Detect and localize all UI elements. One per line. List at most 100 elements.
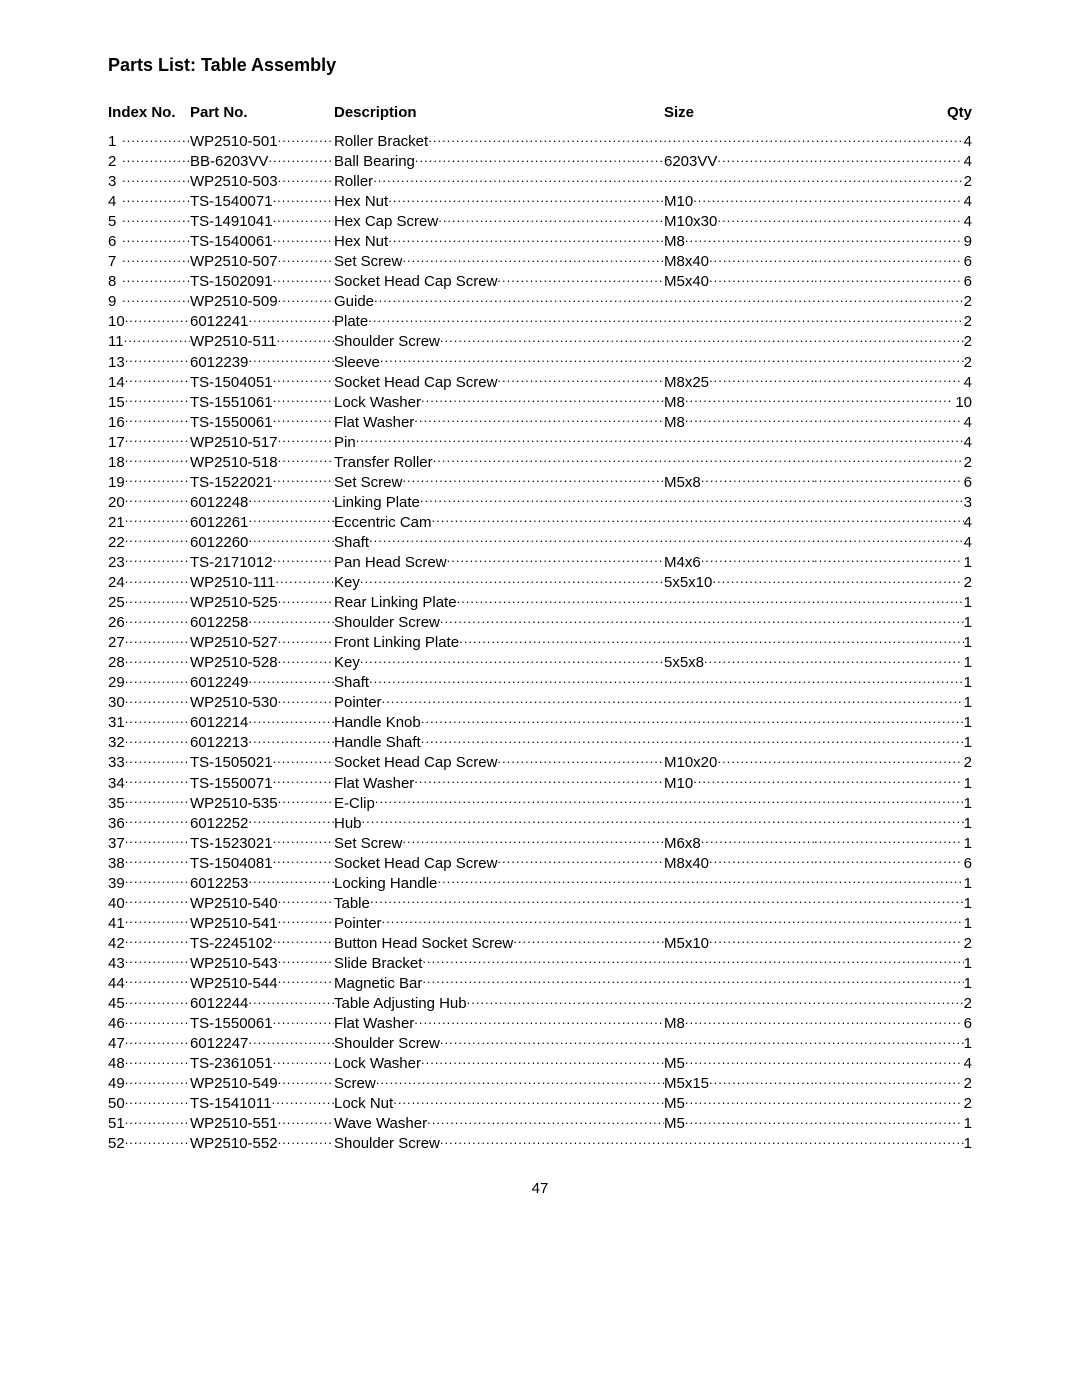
cell-size: M8 [664, 231, 814, 251]
table-row: 2BB-6203VVBall Bearing6203VV4 [108, 151, 972, 171]
cell-index: 38 [108, 853, 190, 873]
cell-part: TS-1540071 [190, 191, 334, 211]
cell-qty: 6 [814, 1013, 972, 1033]
cell-qty: 1 [964, 1034, 972, 1053]
cell-part: WP2510-541 [190, 913, 334, 933]
cell-qty: 4 [814, 211, 972, 231]
cell-size: 6203VV [664, 151, 814, 171]
cell-part: TS-1540061 [190, 231, 334, 251]
table-row: 25WP2510-525Rear Linking Plate1 [108, 592, 972, 612]
cell-qty: 2 [964, 332, 972, 351]
table-row: 1WP2510-501Roller Bracket4 [108, 131, 972, 151]
cell-part: WP2510-511 [190, 331, 334, 351]
cell-description: Handle Shaft [334, 732, 964, 752]
cell-qty: 1 [964, 713, 972, 732]
table-row: 24WP2510-111Key5x5x102 [108, 572, 972, 592]
cell-qty: 4 [814, 412, 972, 432]
cell-part: WP2510-111 [190, 572, 334, 592]
parts-table: 1WP2510-501Roller Bracket42BB-6203VVBall… [108, 131, 972, 1153]
cell-description: Set Screw [334, 472, 664, 492]
cell-description: Wave Washer [334, 1113, 664, 1133]
cell-part: 6012249 [190, 672, 334, 692]
cell-index: 21 [108, 512, 190, 532]
cell-size: M8 [664, 412, 814, 432]
cell-part: 6012261 [190, 512, 334, 532]
cell-index: 45 [108, 993, 190, 1013]
cell-description: Table [334, 893, 964, 913]
cell-index: 10 [108, 311, 190, 331]
cell-index: 48 [108, 1053, 190, 1073]
cell-index: 15 [108, 392, 190, 412]
cell-description: Linking Plate [334, 492, 964, 512]
cell-part: TS-1504051 [190, 372, 334, 392]
cell-size: M5 [664, 1093, 814, 1113]
cell-part: TS-1550061 [190, 1013, 334, 1033]
cell-description: Socket Head Cap Screw [334, 853, 664, 873]
cell-description: Socket Head Cap Screw [334, 372, 664, 392]
cell-description: Shoulder Screw [334, 1133, 964, 1153]
cell-size: M5 [664, 1113, 814, 1133]
cell-description: Lock Washer [334, 1053, 664, 1073]
table-row: 34TS-1550071Flat WasherM101 [108, 773, 972, 793]
table-row: 37TS-1523021Set ScrewM6x81 [108, 833, 972, 853]
cell-part: TS-1505021 [190, 752, 334, 772]
cell-qty: 1 [964, 894, 972, 913]
cell-description: Shaft [334, 532, 964, 552]
table-row: 7WP2510-507Set ScrewM8x406 [108, 251, 972, 271]
cell-description: Front Linking Plate [334, 632, 964, 652]
table-row: 15TS-1551061Lock WasherM810 [108, 392, 972, 412]
cell-index: 5 [108, 211, 190, 231]
cell-description: Table Adjusting Hub [334, 993, 964, 1013]
cell-size: M8 [664, 392, 814, 412]
cell-part: 6012244 [190, 993, 334, 1013]
table-row: 4TS-1540071Hex NutM104 [108, 191, 972, 211]
cell-index: 51 [108, 1113, 190, 1133]
cell-qty: 1 [964, 874, 972, 893]
cell-qty: 4 [814, 151, 972, 171]
cell-part: WP2510-551 [190, 1113, 334, 1133]
header-index: Index No. [108, 104, 190, 121]
cell-qty: 1 [964, 814, 972, 833]
cell-qty: 2 [814, 572, 972, 592]
cell-description: Slide Bracket [334, 953, 964, 973]
cell-part: WP2510-543 [190, 953, 334, 973]
cell-part: TS-1523021 [190, 833, 334, 853]
cell-part: TS-1502091 [190, 271, 334, 291]
cell-qty: 4 [964, 533, 972, 552]
cell-index: 3 [108, 171, 190, 191]
cell-part: TS-1522021 [190, 472, 334, 492]
cell-qty: 2 [814, 1073, 972, 1093]
cell-size: M5x15 [664, 1073, 814, 1093]
cell-qty: 1 [964, 693, 972, 712]
cell-description: Key [334, 572, 664, 592]
cell-description: Hex Nut [334, 231, 664, 251]
table-row: 42TS-2245102Button Head Socket ScrewM5x1… [108, 933, 972, 953]
table-row: 18WP2510-518Transfer Roller2 [108, 452, 972, 472]
cell-size: M5x8 [664, 472, 814, 492]
cell-size: M10x30 [664, 211, 814, 231]
cell-description: Pin [334, 432, 964, 452]
cell-index: 22 [108, 532, 190, 552]
cell-size: M5 [664, 1053, 814, 1073]
cell-qty: 1 [964, 633, 972, 652]
cell-description: Roller [334, 171, 964, 191]
cell-description: Shoulder Screw [334, 1033, 964, 1053]
cell-part: 6012253 [190, 873, 334, 893]
cell-description: Shoulder Screw [334, 612, 964, 632]
table-row: 52WP2510-552Shoulder Screw1 [108, 1133, 972, 1153]
cell-description: Locking Handle [334, 873, 964, 893]
table-row: 48TS-2361051Lock WasherM54 [108, 1053, 972, 1073]
cell-qty: 1 [814, 1113, 972, 1133]
table-row: 51WP2510-551Wave WasherM51 [108, 1113, 972, 1133]
cell-qty: 4 [814, 1053, 972, 1073]
header-description: Description [334, 104, 664, 121]
cell-index: 29 [108, 672, 190, 692]
cell-size: M6x8 [664, 833, 814, 853]
cell-part: 6012248 [190, 492, 334, 512]
cell-index: 47 [108, 1033, 190, 1053]
cell-index: 17 [108, 432, 190, 452]
cell-part: WP2510-518 [190, 452, 334, 472]
cell-index: 31 [108, 712, 190, 732]
cell-index: 25 [108, 592, 190, 612]
cell-qty: 1 [964, 954, 972, 973]
